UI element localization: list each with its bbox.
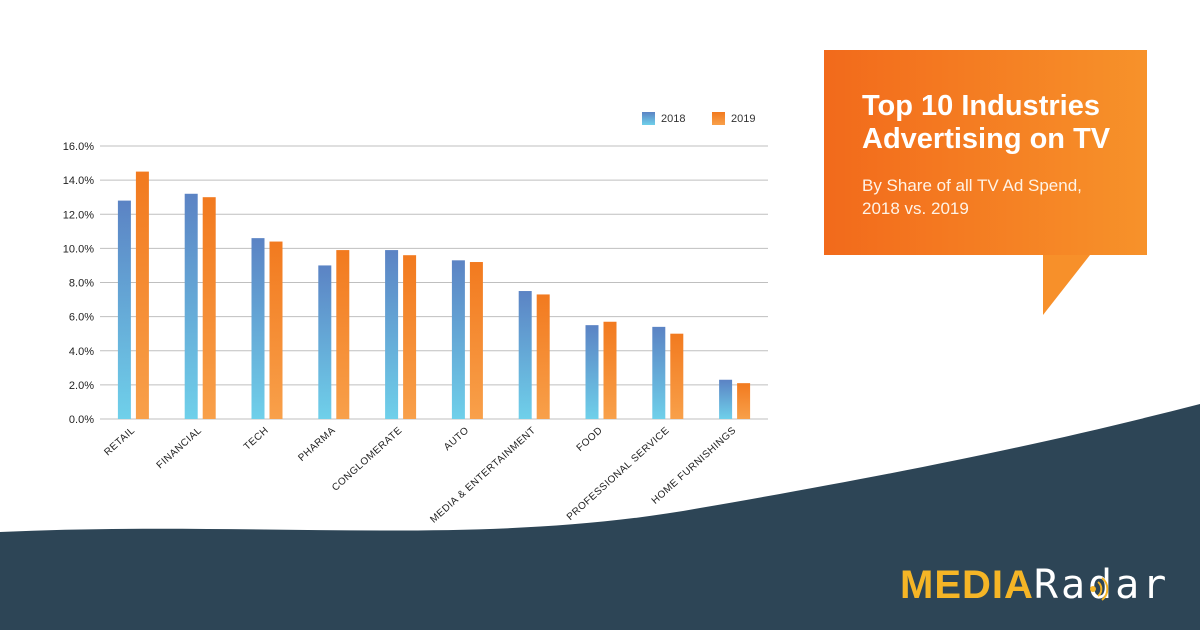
radar-signal-icon <box>1090 577 1109 601</box>
legend-label-2019: 2019 <box>731 112 756 125</box>
bar-2018-financial <box>184 193 198 419</box>
bars <box>117 171 751 419</box>
bar-2019-home-furnishings <box>737 383 751 419</box>
x-tick-label: FINANCIAL <box>155 425 205 471</box>
chart-title-line-1: Top 10 Industries <box>862 90 1100 122</box>
y-axis-ticks: 0.0% 2.0% 4.0% 6.0% 8.0% 10.0% 12.0% 14.0% 16.0% <box>63 141 94 426</box>
callout-tail <box>1043 255 1090 315</box>
bar-2018-conglomerate <box>385 250 399 419</box>
bar-2019-pharma <box>336 250 350 419</box>
bar-2018-retail <box>117 200 131 419</box>
bar-2019-food <box>603 321 617 419</box>
x-tick-label: AUTO <box>442 425 471 453</box>
bar-2019-retail <box>135 171 149 419</box>
bar-2018-pharma <box>318 265 332 419</box>
y-tick-label: 0.0% <box>69 414 94 426</box>
bar-2019-media-entertainment <box>536 294 550 419</box>
mediaradar-logo: MEDIARadar <box>900 562 1169 608</box>
x-tick-label: PHARMA <box>296 425 337 464</box>
chart-subtitle-line-2: 2018 vs. 2019 <box>862 199 969 218</box>
chart-title: Top 10 Industries Advertising on TV <box>862 90 1132 156</box>
y-tick-label: 10.0% <box>63 243 94 255</box>
legend-swatch-2019 <box>712 112 725 125</box>
title-callout: Top 10 Industries Advertising on TV By S… <box>824 50 1147 255</box>
legend-item-2018: 2018 <box>642 112 685 125</box>
legend-swatch-2018 <box>642 112 655 125</box>
bar-2018-home-furnishings <box>719 379 733 419</box>
x-tick-label: RETAIL <box>102 425 137 458</box>
logo-media-text: MEDIA <box>900 563 1034 607</box>
bar-2019-auto <box>469 262 483 419</box>
y-tick-label: 2.0% <box>69 380 94 392</box>
bar-2019-professional-service <box>670 333 684 419</box>
y-tick-label: 16.0% <box>63 141 94 153</box>
y-tick-label: 12.0% <box>63 209 94 221</box>
bar-2018-auto <box>451 260 465 419</box>
y-tick-label: 6.0% <box>69 312 94 324</box>
gridlines <box>100 145 768 420</box>
chart-subtitle: By Share of all TV Ad Spend, 2018 vs. 20… <box>862 174 1132 220</box>
x-tick-label: MEDIA & ENTERTAINMENT <box>428 425 538 525</box>
legend-label-2018: 2018 <box>661 112 686 125</box>
bar-2019-tech <box>269 241 283 419</box>
bar-2018-professional-service <box>652 326 666 419</box>
y-tick-label: 4.0% <box>69 346 94 358</box>
legend-item-2019: 2019 <box>712 112 755 125</box>
bar-2019-financial <box>202 197 216 419</box>
chart-title-line-2: Advertising on TV <box>862 123 1111 155</box>
bar-2018-tech <box>251 238 265 419</box>
chart-subtitle-line-1: By Share of all TV Ad Spend, <box>862 176 1082 195</box>
x-tick-label: CONGLOMERATE <box>330 425 404 494</box>
bar-2018-food <box>585 325 599 419</box>
x-tick-label: FOOD <box>575 425 605 454</box>
y-tick-label: 8.0% <box>69 278 94 290</box>
x-tick-label: TECH <box>242 425 271 453</box>
bar-2019-conglomerate <box>403 255 417 419</box>
bar-2018-media-entertainment <box>518 291 532 419</box>
y-tick-label: 14.0% <box>63 175 94 187</box>
